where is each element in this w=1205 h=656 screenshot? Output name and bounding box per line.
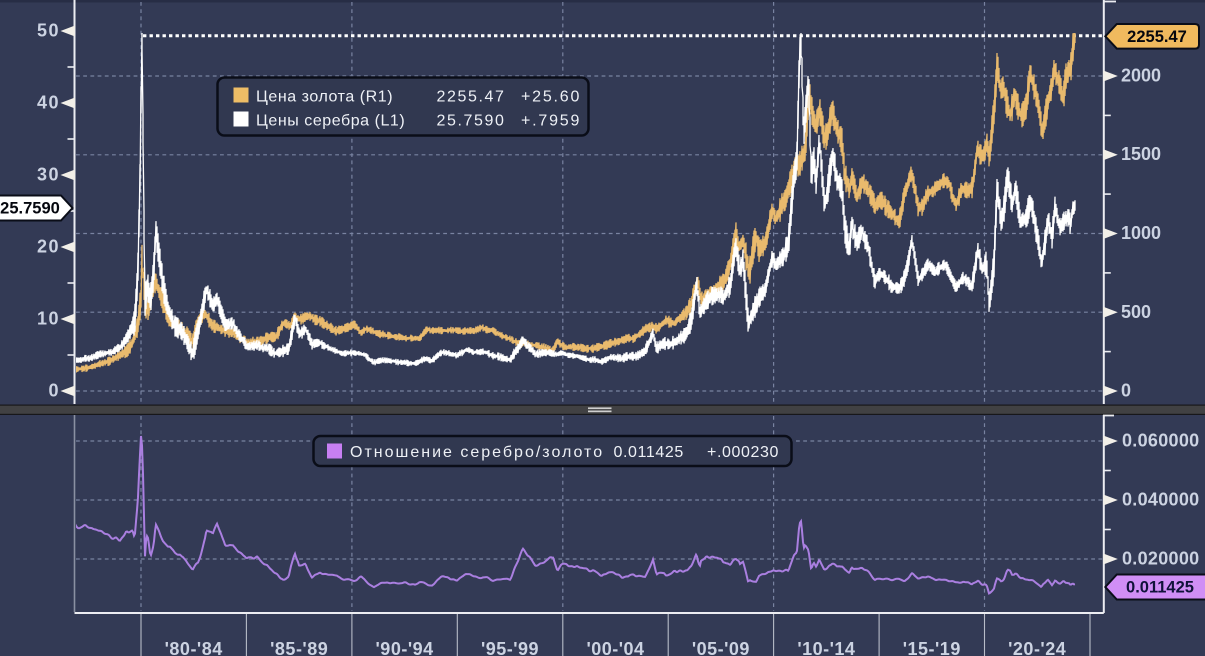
svg-text:'05-'09: '05-'09 [692, 639, 750, 656]
svg-text:30: 30 [37, 165, 60, 185]
svg-text:'90-'94: '90-'94 [376, 639, 434, 656]
svg-text:25.7590: 25.7590 [0, 200, 60, 218]
svg-text:50: 50 [37, 21, 60, 41]
svg-text:+.000230: +.000230 [707, 444, 779, 461]
svg-text:500: 500 [1121, 302, 1151, 322]
svg-text:'15-'19: '15-'19 [903, 639, 961, 656]
svg-text:0: 0 [48, 381, 60, 401]
svg-text:1500: 1500 [1121, 144, 1161, 164]
svg-text:0.040000: 0.040000 [1122, 490, 1199, 510]
svg-text:20: 20 [37, 237, 60, 257]
svg-text:+.7959: +.7959 [521, 113, 581, 130]
svg-text:Отношение серебро/золото: Отношение серебро/золото [350, 444, 604, 461]
svg-text:'85-'89: '85-'89 [270, 639, 328, 656]
svg-text:2255.47: 2255.47 [437, 89, 506, 106]
svg-text:40: 40 [37, 93, 60, 113]
svg-text:0: 0 [1121, 381, 1131, 401]
svg-text:'95-'99: '95-'99 [481, 639, 539, 656]
svg-text:0.011425: 0.011425 [1126, 579, 1194, 597]
svg-text:0.020000: 0.020000 [1122, 549, 1199, 569]
svg-text:+25.60: +25.60 [521, 89, 581, 106]
svg-text:10: 10 [37, 309, 60, 329]
svg-text:25.7590: 25.7590 [437, 113, 506, 130]
svg-text:'20-'24: '20-'24 [1008, 639, 1066, 656]
svg-text:0.060000: 0.060000 [1122, 431, 1199, 451]
svg-text:1000: 1000 [1121, 223, 1161, 243]
svg-text:2000: 2000 [1121, 66, 1161, 86]
svg-text:2255.47: 2255.47 [1127, 28, 1187, 46]
svg-text:'00-'04: '00-'04 [586, 639, 644, 656]
svg-text:Цена золота (R1): Цена золота (R1) [256, 89, 393, 106]
svg-text:0.011425: 0.011425 [614, 444, 684, 461]
svg-text:Цены серебра (L1): Цены серебра (L1) [256, 113, 405, 130]
svg-text:'80-'84: '80-'84 [165, 639, 223, 656]
svg-text:'10-'14: '10-'14 [797, 639, 855, 656]
